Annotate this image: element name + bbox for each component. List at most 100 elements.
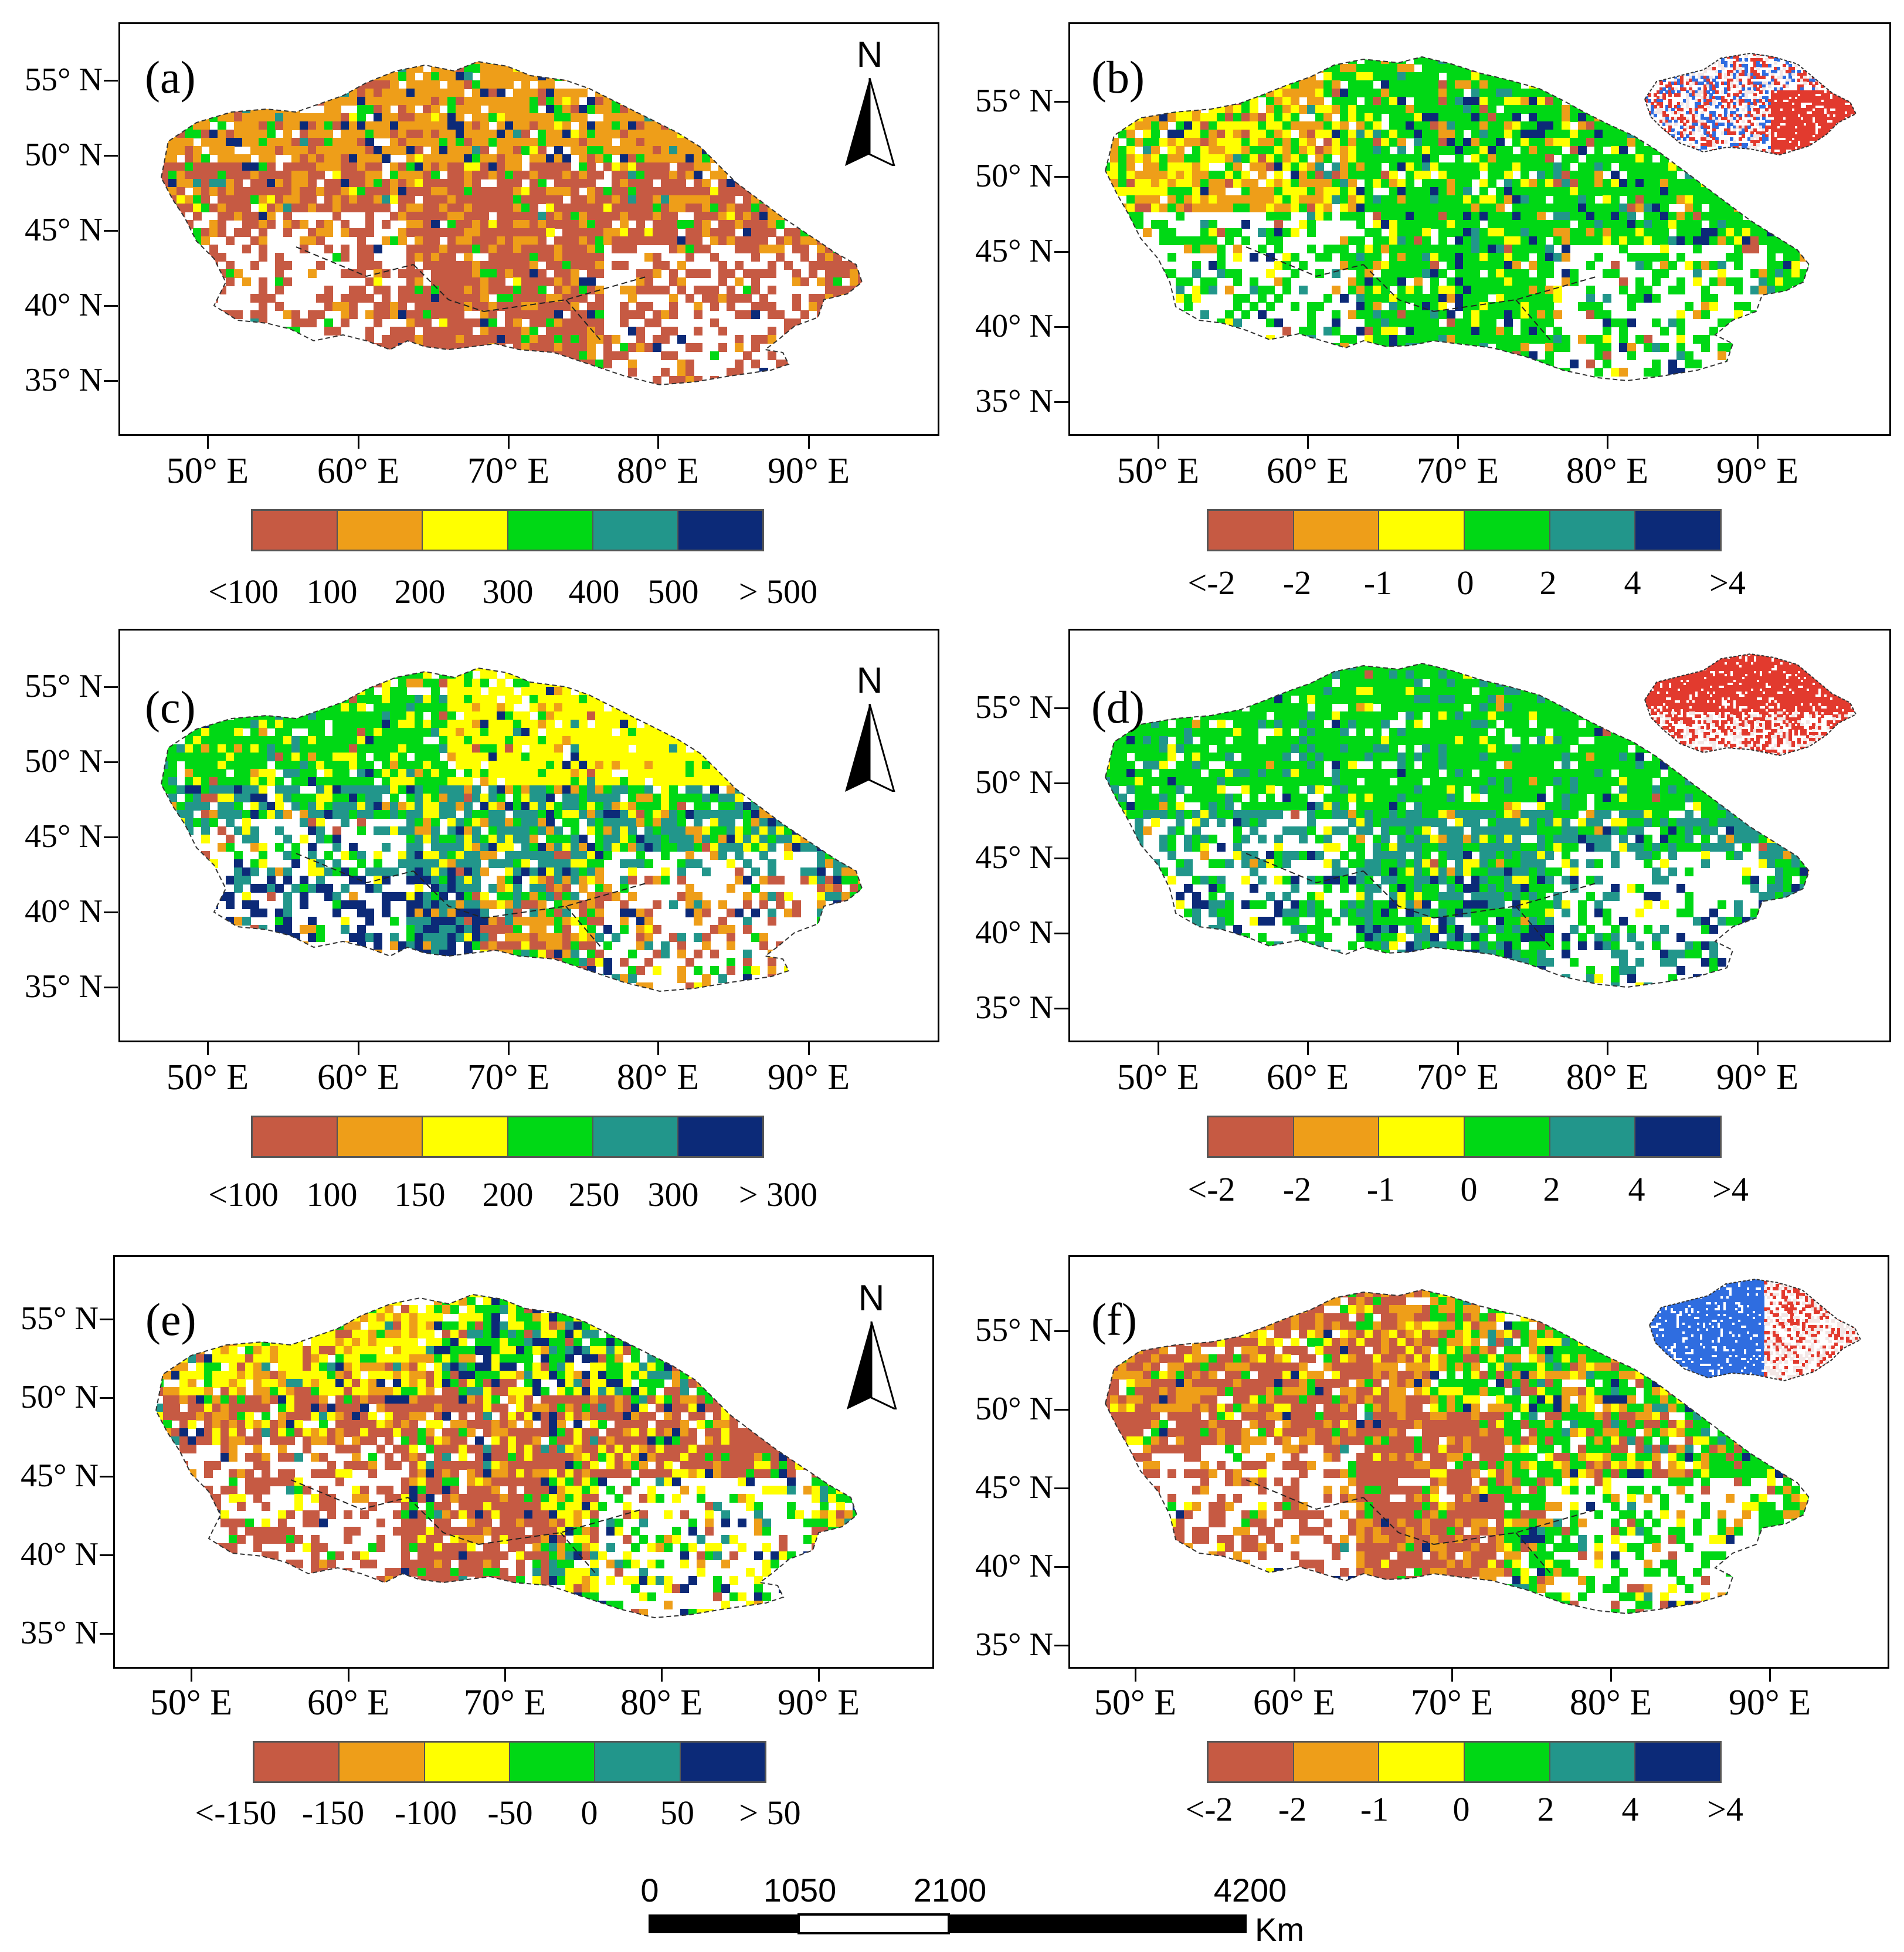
raster-cell <box>1381 245 1390 253</box>
raster-cell <box>727 121 735 130</box>
raster-cell <box>1373 138 1382 147</box>
raster-cell <box>1635 253 1644 262</box>
raster-cell <box>439 376 448 385</box>
raster-cell <box>365 294 374 303</box>
lon-tick <box>508 436 510 449</box>
raster-cell <box>1389 48 1398 56</box>
raster-cell <box>447 162 456 171</box>
raster-cell <box>612 261 620 270</box>
raster-cell <box>587 368 596 377</box>
raster-cell <box>1447 48 1455 56</box>
raster-cell <box>546 130 555 138</box>
raster-cell <box>291 146 300 155</box>
raster-cell <box>1381 64 1390 73</box>
raster-cell <box>546 204 555 212</box>
raster-cell <box>792 179 801 188</box>
raster-cell <box>1258 113 1267 122</box>
raster-cell <box>1594 171 1603 179</box>
raster-cell <box>603 360 612 368</box>
raster-cell <box>768 80 776 89</box>
raster-cell <box>1167 236 1176 245</box>
raster-cell <box>1693 228 1702 237</box>
raster-cell <box>1291 146 1299 155</box>
raster-cell <box>1094 228 1102 237</box>
raster-cell <box>587 343 596 352</box>
raster-cell <box>612 204 620 212</box>
raster-cell <box>1389 89 1398 97</box>
raster-cell <box>291 310 300 319</box>
raster-cell <box>685 113 694 122</box>
raster-cell <box>530 294 538 303</box>
raster-cell <box>1652 171 1661 179</box>
raster-cell <box>218 376 226 385</box>
raster-cell <box>776 154 785 163</box>
raster-cell <box>702 179 711 188</box>
raster-cell <box>226 368 235 377</box>
raster-cell <box>653 195 661 204</box>
raster-cell <box>1455 228 1464 237</box>
raster-cell <box>1274 130 1283 138</box>
raster-cell <box>1389 130 1398 138</box>
raster-cell <box>1742 195 1751 204</box>
raster-cell <box>242 171 251 179</box>
raster-cell <box>447 212 456 221</box>
raster-cell <box>201 360 210 368</box>
raster-cell <box>1611 236 1620 245</box>
raster-cell <box>546 376 555 385</box>
raster-cell <box>341 376 349 385</box>
legend-swatch <box>253 511 338 550</box>
raster-cell <box>538 335 547 344</box>
raster-cell <box>398 236 407 245</box>
lat-label: 50° N <box>3 138 118 171</box>
raster-cell <box>513 360 522 368</box>
raster-cell <box>1611 64 1620 73</box>
raster-cell <box>161 360 169 368</box>
raster-cell <box>1389 228 1398 237</box>
raster-cell <box>1652 162 1661 171</box>
raster-cell <box>1562 72 1570 81</box>
raster-cell <box>1126 236 1135 245</box>
raster-cell <box>152 179 161 188</box>
raster-cell <box>1406 72 1414 81</box>
raster-cell <box>1397 130 1406 138</box>
raster-cell <box>218 310 226 319</box>
raster-cell <box>161 204 169 212</box>
raster-cell <box>669 195 678 204</box>
raster-cell <box>439 384 448 385</box>
raster-cell <box>505 204 514 212</box>
raster-cell <box>554 302 563 311</box>
raster-cell <box>669 64 678 73</box>
raster-cell <box>1529 138 1538 147</box>
raster-cell <box>784 162 793 171</box>
raster-cell <box>1808 245 1809 253</box>
raster-cell <box>661 113 670 122</box>
raster-cell <box>776 236 785 245</box>
raster-cell <box>423 48 432 56</box>
raster-cell <box>1438 220 1447 229</box>
raster-cell <box>661 121 670 130</box>
raster-cell <box>398 89 407 97</box>
raster-cell <box>1105 130 1111 138</box>
raster-cell <box>1118 105 1127 114</box>
raster-cell <box>1348 154 1357 163</box>
raster-cell <box>743 146 752 155</box>
raster-cell <box>1824 187 1833 196</box>
raster-cell <box>817 318 826 327</box>
raster-cell <box>1791 187 1800 196</box>
raster-cell <box>628 327 637 336</box>
raster-cell <box>341 130 349 138</box>
raster-cell <box>538 48 547 56</box>
raster-cell <box>1783 204 1792 212</box>
raster-cell <box>1414 130 1423 138</box>
raster-cell <box>669 294 678 303</box>
raster-cell <box>234 269 243 278</box>
raster-cell <box>1217 154 1226 163</box>
raster-cell <box>669 212 678 221</box>
raster-cell <box>226 179 235 188</box>
raster-cell <box>464 360 473 368</box>
raster-cell <box>1225 64 1234 73</box>
raster-cell <box>218 146 226 155</box>
raster-cell <box>505 105 514 114</box>
raster-cell <box>349 72 358 81</box>
raster-cell <box>727 236 735 245</box>
